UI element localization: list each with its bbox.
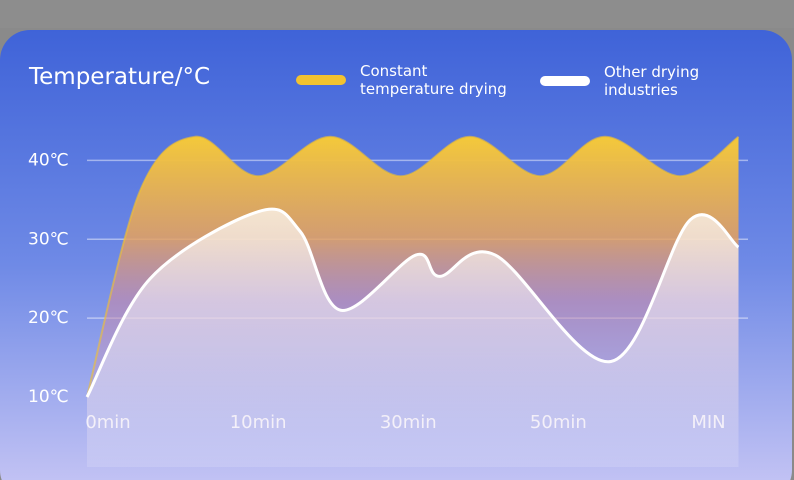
chart-title: Temperature/°C <box>29 64 211 90</box>
area <box>87 209 739 467</box>
line <box>85 207 740 398</box>
y-tick-label: 10℃ <box>28 387 69 407</box>
line <box>86 135 740 398</box>
legend-item: Other drying industries <box>540 63 740 99</box>
legend-swatch <box>540 76 590 86</box>
photo-strip <box>0 0 794 28</box>
legend-label: Constant temperature drying <box>360 62 507 98</box>
y-tick-label: 40℃ <box>28 150 69 170</box>
legend-swatch <box>296 75 346 85</box>
legend-item: Constant temperature drying <box>296 62 526 98</box>
y-tick-label: 30℃ <box>28 229 69 249</box>
y-tick-label: 20℃ <box>28 308 69 328</box>
legend-label: Other drying industries <box>604 63 700 99</box>
